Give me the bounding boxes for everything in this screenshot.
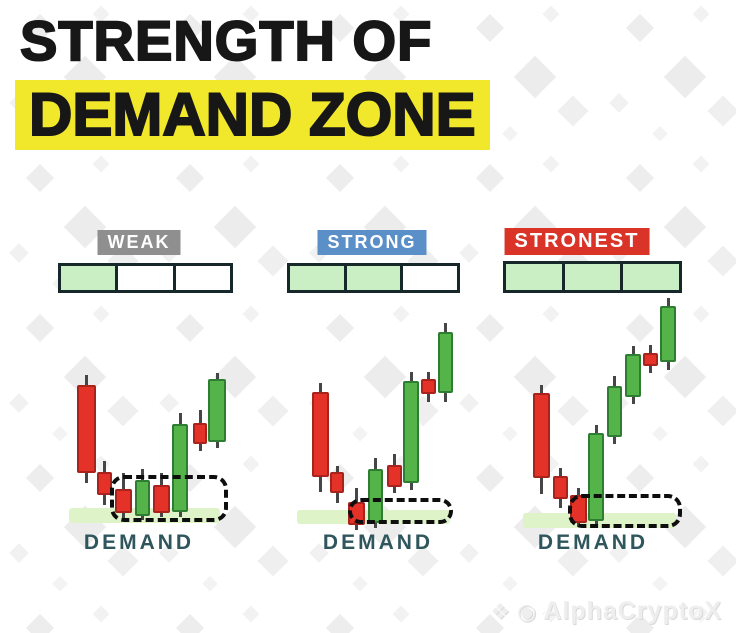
strength-gauge-weak: [58, 263, 233, 293]
gauge-cell: [400, 266, 458, 290]
demand-zone-dashed-box: [110, 475, 228, 522]
gauge-cell: [61, 266, 116, 290]
candle-body-red: [532, 393, 550, 478]
candle-body-red: [386, 465, 402, 487]
candle-body-red: [193, 423, 207, 444]
candle-body-green: [588, 433, 604, 521]
watermark-text: AlphaCryptoX: [543, 597, 722, 625]
candle-body-red: [311, 392, 329, 477]
page-title-line-2: DEMAND ZONE: [15, 80, 490, 150]
gauge-cell: [115, 266, 173, 290]
candle-body-green: [660, 306, 676, 362]
candle-body-green: [437, 332, 453, 393]
brand-logo-icon: ❖: [490, 598, 512, 624]
strength-gauge-stronest: [503, 261, 682, 293]
strength-badge-strong: STRONG: [317, 230, 427, 255]
candle-body-green: [625, 354, 641, 397]
candle-body-green: [134, 480, 150, 516]
coin-icon: ◉: [517, 598, 538, 624]
candle-body-red: [642, 353, 658, 366]
demand-zone-dashed-box: [348, 498, 453, 524]
candle-body-red: [330, 472, 344, 493]
demand-label: DEMAND: [537, 531, 649, 554]
candle-body-red: [552, 476, 568, 499]
candle-body-red: [152, 485, 170, 513]
gauge-cell: [343, 266, 401, 290]
page-title-line-1: STRENGTH OF: [19, 8, 433, 73]
gauge-cell: [620, 264, 680, 290]
strength-gauge-strong: [287, 263, 460, 293]
demand-zone-dashed-box: [568, 494, 682, 528]
strength-badge-weak: WEAK: [97, 230, 181, 255]
candle-body-green: [208, 379, 226, 442]
demand-label: DEMAND: [322, 531, 434, 554]
candle-body-green: [606, 386, 622, 437]
strength-badge-stronest: STRONEST: [504, 228, 650, 255]
watermark: ❖ ◉ AlphaCryptoX: [490, 597, 722, 626]
candle-body-red: [76, 385, 96, 473]
gauge-cell: [172, 266, 230, 290]
demand-label: DEMAND: [83, 531, 195, 554]
candle-body-green: [172, 424, 188, 512]
candle-body-red: [420, 379, 436, 394]
gauge-cell: [506, 264, 562, 290]
gauge-cell: [561, 264, 621, 290]
candle-body-green: [403, 381, 419, 483]
gauge-cell: [290, 266, 344, 290]
